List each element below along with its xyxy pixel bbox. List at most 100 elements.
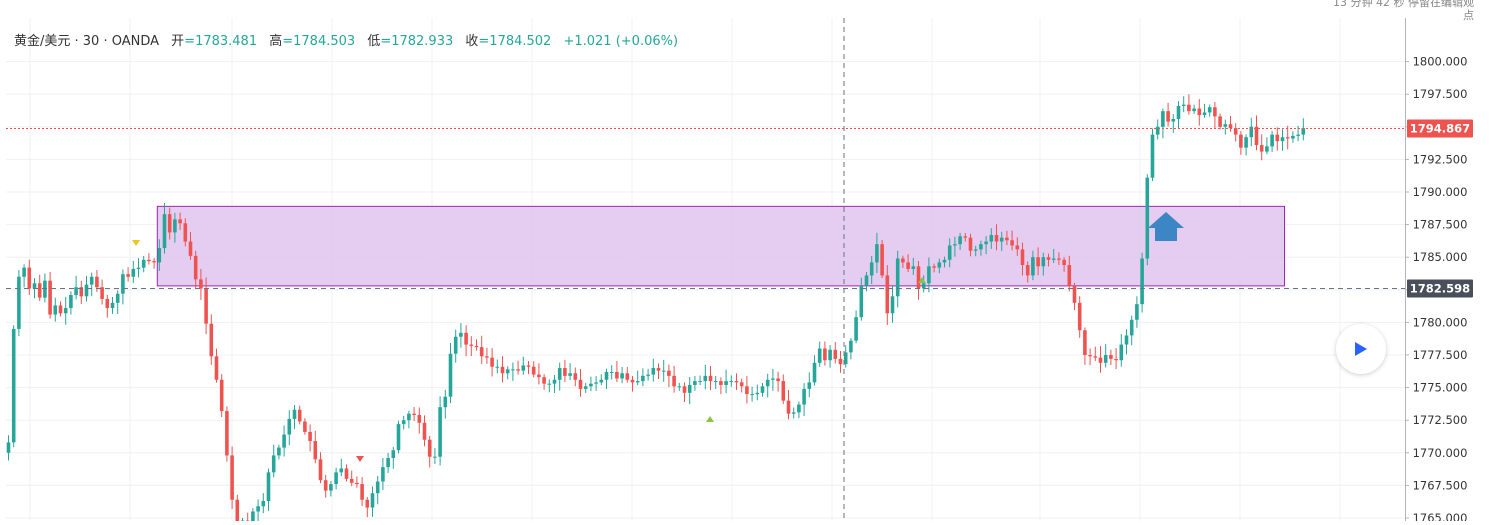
candle-body bbox=[1052, 259, 1056, 260]
candle-body bbox=[1083, 330, 1087, 355]
candle-body bbox=[267, 472, 271, 501]
candle-body bbox=[262, 501, 266, 506]
candle-body bbox=[1094, 356, 1098, 357]
candle-body bbox=[860, 286, 864, 317]
candle-body bbox=[870, 262, 874, 275]
editing-time-line2: 点 bbox=[1333, 9, 1474, 22]
price-tick-label: 1785.000 bbox=[1413, 250, 1468, 264]
candles bbox=[7, 94, 1305, 521]
candle-body bbox=[142, 260, 146, 268]
candle-body bbox=[1213, 107, 1217, 116]
candle-body bbox=[454, 337, 458, 354]
candle-body bbox=[542, 377, 546, 384]
candle-body bbox=[1187, 105, 1191, 112]
candle-body bbox=[147, 260, 151, 261]
candle-body bbox=[444, 397, 448, 407]
candle-body bbox=[184, 223, 188, 241]
high-value: =1784.503 bbox=[282, 34, 355, 49]
candle-body bbox=[158, 248, 162, 262]
candle-body bbox=[340, 468, 344, 472]
low-label: 低 bbox=[367, 34, 380, 49]
candle-body bbox=[1031, 257, 1035, 275]
candle-body bbox=[95, 277, 99, 287]
candle-body bbox=[204, 288, 208, 323]
candle-body bbox=[464, 333, 468, 345]
candle-body bbox=[854, 317, 858, 340]
candle-body bbox=[906, 262, 910, 269]
candle-body bbox=[891, 296, 895, 313]
candle-body bbox=[381, 467, 385, 481]
candle-body bbox=[1036, 257, 1040, 266]
open-label: 开 bbox=[171, 34, 184, 49]
candle-body bbox=[823, 348, 827, 360]
candle-body bbox=[355, 483, 359, 484]
candle-body bbox=[1270, 135, 1274, 147]
replay-button[interactable] bbox=[1336, 324, 1386, 374]
candle-body bbox=[943, 260, 947, 263]
candle-body bbox=[22, 268, 26, 277]
candle-body bbox=[1286, 137, 1290, 138]
current-price-label: 1794.867 bbox=[1410, 122, 1470, 136]
change-value: +1.021 (+0.06%) bbox=[563, 34, 678, 49]
candle-body bbox=[126, 274, 130, 277]
candle-body bbox=[163, 214, 167, 248]
sell-signal-marker bbox=[356, 456, 364, 462]
candle-body bbox=[121, 274, 125, 294]
candle-body bbox=[319, 459, 323, 480]
candle-body bbox=[532, 367, 536, 375]
candle-body bbox=[594, 382, 598, 383]
candle-body bbox=[953, 244, 957, 245]
candle-body bbox=[64, 308, 68, 313]
candle-body bbox=[1244, 137, 1248, 147]
candle-body bbox=[366, 500, 370, 508]
resistance-zone[interactable] bbox=[157, 206, 1284, 286]
candle-body bbox=[17, 277, 21, 329]
candle-body bbox=[475, 346, 479, 347]
candle-body bbox=[236, 500, 240, 521]
candle-body bbox=[657, 368, 661, 371]
open-value: =1783.481 bbox=[184, 34, 257, 49]
candle-body bbox=[220, 380, 224, 411]
candle-body bbox=[90, 277, 94, 285]
candle-body bbox=[516, 369, 520, 370]
close-value: =1784.502 bbox=[478, 34, 551, 49]
candle-body bbox=[1078, 303, 1082, 330]
candle-body bbox=[1166, 111, 1170, 121]
candle-body bbox=[1114, 359, 1118, 360]
candle-body bbox=[750, 394, 754, 395]
high-label: 高 bbox=[269, 34, 282, 49]
candle-body bbox=[620, 373, 624, 378]
candle-body bbox=[1218, 116, 1222, 126]
candle-body bbox=[527, 365, 531, 366]
symbol-label[interactable]: 黄金/美元 · 30 · OANDA bbox=[14, 34, 159, 49]
candle-body bbox=[652, 368, 656, 375]
candle-body bbox=[1073, 286, 1077, 303]
candle-body bbox=[43, 281, 47, 298]
price-axis[interactable]: 1765.0001767.5001770.0001772.5001775.000… bbox=[1405, 18, 1473, 521]
candle-body bbox=[574, 373, 578, 380]
candle-body bbox=[917, 266, 921, 288]
candle-body bbox=[334, 472, 338, 484]
candle-body bbox=[111, 303, 115, 308]
candle-body bbox=[407, 414, 411, 421]
candle-body bbox=[490, 358, 494, 367]
candle-body bbox=[293, 410, 297, 419]
candle-body bbox=[1203, 112, 1207, 115]
candle-body bbox=[194, 256, 198, 279]
candle-body bbox=[948, 245, 952, 259]
candle-body bbox=[1260, 145, 1264, 152]
candle-body bbox=[350, 479, 354, 483]
candle-body bbox=[392, 450, 396, 458]
candle-body bbox=[646, 375, 650, 376]
candle-body bbox=[1255, 127, 1259, 145]
candle-body bbox=[85, 285, 89, 297]
candle-body bbox=[1021, 249, 1025, 265]
candle-body bbox=[511, 369, 515, 370]
candle-body bbox=[745, 386, 749, 394]
candle-body bbox=[1099, 358, 1103, 363]
low-value: =1782.933 bbox=[380, 34, 453, 49]
candle-body bbox=[636, 381, 640, 382]
candle-body bbox=[995, 235, 999, 242]
